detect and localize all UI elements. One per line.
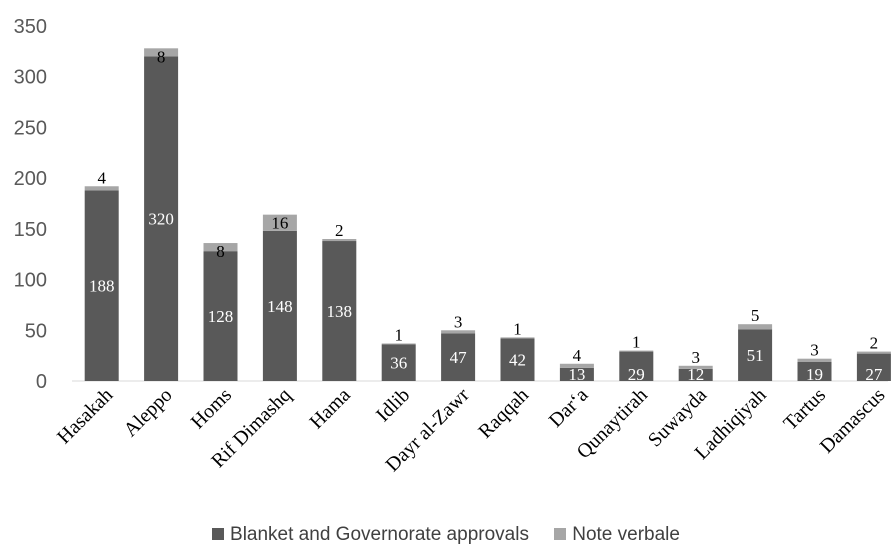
x-tick-label: Idlib: [372, 384, 414, 426]
bar-approvals: [678, 368, 713, 381]
legend-swatch-note-verbale: [554, 528, 567, 540]
y-tick-label: 300: [14, 67, 47, 89]
data-label-note-verbale: 2: [335, 221, 344, 240]
y-tick-label: 250: [14, 117, 47, 139]
legend-label-approvals: Blanket and Governorate approvals: [230, 524, 529, 545]
data-label-approvals: 188: [89, 277, 115, 296]
data-label-approvals: 13: [568, 365, 585, 384]
bar-note-verbale: [84, 186, 119, 191]
x-tick-label: Damascus: [816, 384, 890, 458]
data-label-approvals: 36: [390, 354, 407, 373]
data-label-approvals: 128: [208, 307, 234, 326]
data-label-approvals: 42: [509, 351, 526, 370]
bar-note-verbale: [381, 343, 416, 345]
y-tick-label: 0: [36, 371, 47, 393]
bar-approvals: [500, 338, 535, 381]
data-label-note-verbale: 5: [751, 306, 760, 325]
data-label-approvals: 148: [267, 297, 293, 316]
bar-approvals: [559, 367, 594, 381]
y-tick-label: 150: [14, 219, 47, 241]
legend-item-approvals: Blanket and Governorate approvals: [212, 524, 529, 546]
x-tick-label: Aleppo: [119, 384, 176, 441]
legend: Blanket and Governorate approvals Note v…: [0, 524, 892, 546]
data-label-note-verbale: 3: [691, 348, 700, 367]
data-label-approvals: 51: [747, 346, 764, 365]
bar-approvals: [441, 333, 476, 381]
bar-approvals: [797, 361, 832, 381]
data-label-note-verbale: 3: [454, 312, 463, 331]
x-tick-label: Tartus: [779, 384, 830, 435]
x-tick-label: Hama: [306, 384, 355, 433]
bar-approvals: [381, 344, 416, 381]
bar-note-verbale: [619, 350, 654, 352]
bar-note-verbale: [203, 243, 238, 252]
y-tick-label: 200: [14, 168, 47, 190]
y-tick-label: 100: [14, 270, 47, 292]
legend-label-note-verbale: Note verbale: [572, 524, 680, 545]
data-label-note-verbale: 16: [271, 214, 288, 233]
bar-approvals: [738, 329, 773, 381]
data-label-note-verbale: 4: [573, 346, 582, 365]
bar-note-verbale: [322, 239, 357, 242]
data-label-note-verbale: 8: [157, 47, 166, 66]
bar-approvals: [262, 230, 297, 381]
y-tick-label: 50: [25, 320, 47, 342]
data-label-note-verbale: 1: [632, 333, 641, 352]
x-tick-label: Hasakah: [53, 384, 117, 448]
data-label-approvals: 47: [450, 348, 468, 367]
bar-note-verbale: [738, 324, 773, 330]
data-label-approvals: 320: [148, 210, 174, 229]
bar-approvals: [619, 351, 654, 381]
bar-note-verbale: [797, 358, 832, 362]
data-label-approvals: 138: [327, 302, 353, 321]
bar-approvals: [322, 241, 357, 381]
bar-note-verbale: [262, 214, 297, 231]
x-tick-label: Dar‘a: [545, 384, 593, 432]
y-axis: 0 50 100 150 200 250 300 350: [14, 16, 47, 393]
bar-note-verbale: [441, 330, 476, 334]
bar-note-verbale: [500, 337, 535, 339]
x-tick-label: Homs: [187, 384, 236, 433]
data-label-note-verbale: 2: [870, 334, 879, 353]
data-label-approvals: 27: [865, 365, 883, 384]
legend-item-note-verbale: Note verbale: [554, 524, 680, 546]
bar-approvals: [203, 251, 238, 381]
x-tick-label: Raqqah: [474, 384, 533, 443]
data-label-note-verbale: 4: [97, 168, 106, 187]
bar-approvals: [856, 353, 891, 381]
bar-note-verbale: [559, 363, 594, 368]
data-label-approvals: 29: [628, 365, 645, 384]
bar-approvals: [144, 56, 179, 382]
y-tick-label: 350: [14, 16, 47, 38]
stacked-bar-chart: 0 50 100 150 200 250 300 350 188 4 320 8 128 8 148 16 1…: [14, 16, 891, 476]
bar-note-verbale: [678, 365, 713, 369]
data-label-approvals: 19: [806, 365, 823, 384]
data-label-note-verbale: 1: [394, 325, 403, 344]
data-label-note-verbale: 1: [513, 319, 522, 338]
data-label-approvals: 12: [687, 365, 704, 384]
legend-swatch-approvals: [212, 528, 225, 540]
data-label-note-verbale: 8: [216, 242, 225, 261]
bar-approvals: [84, 190, 119, 381]
data-label-note-verbale: 3: [810, 341, 819, 360]
bar-note-verbale: [856, 351, 891, 354]
bar-note-verbale: [144, 48, 179, 57]
